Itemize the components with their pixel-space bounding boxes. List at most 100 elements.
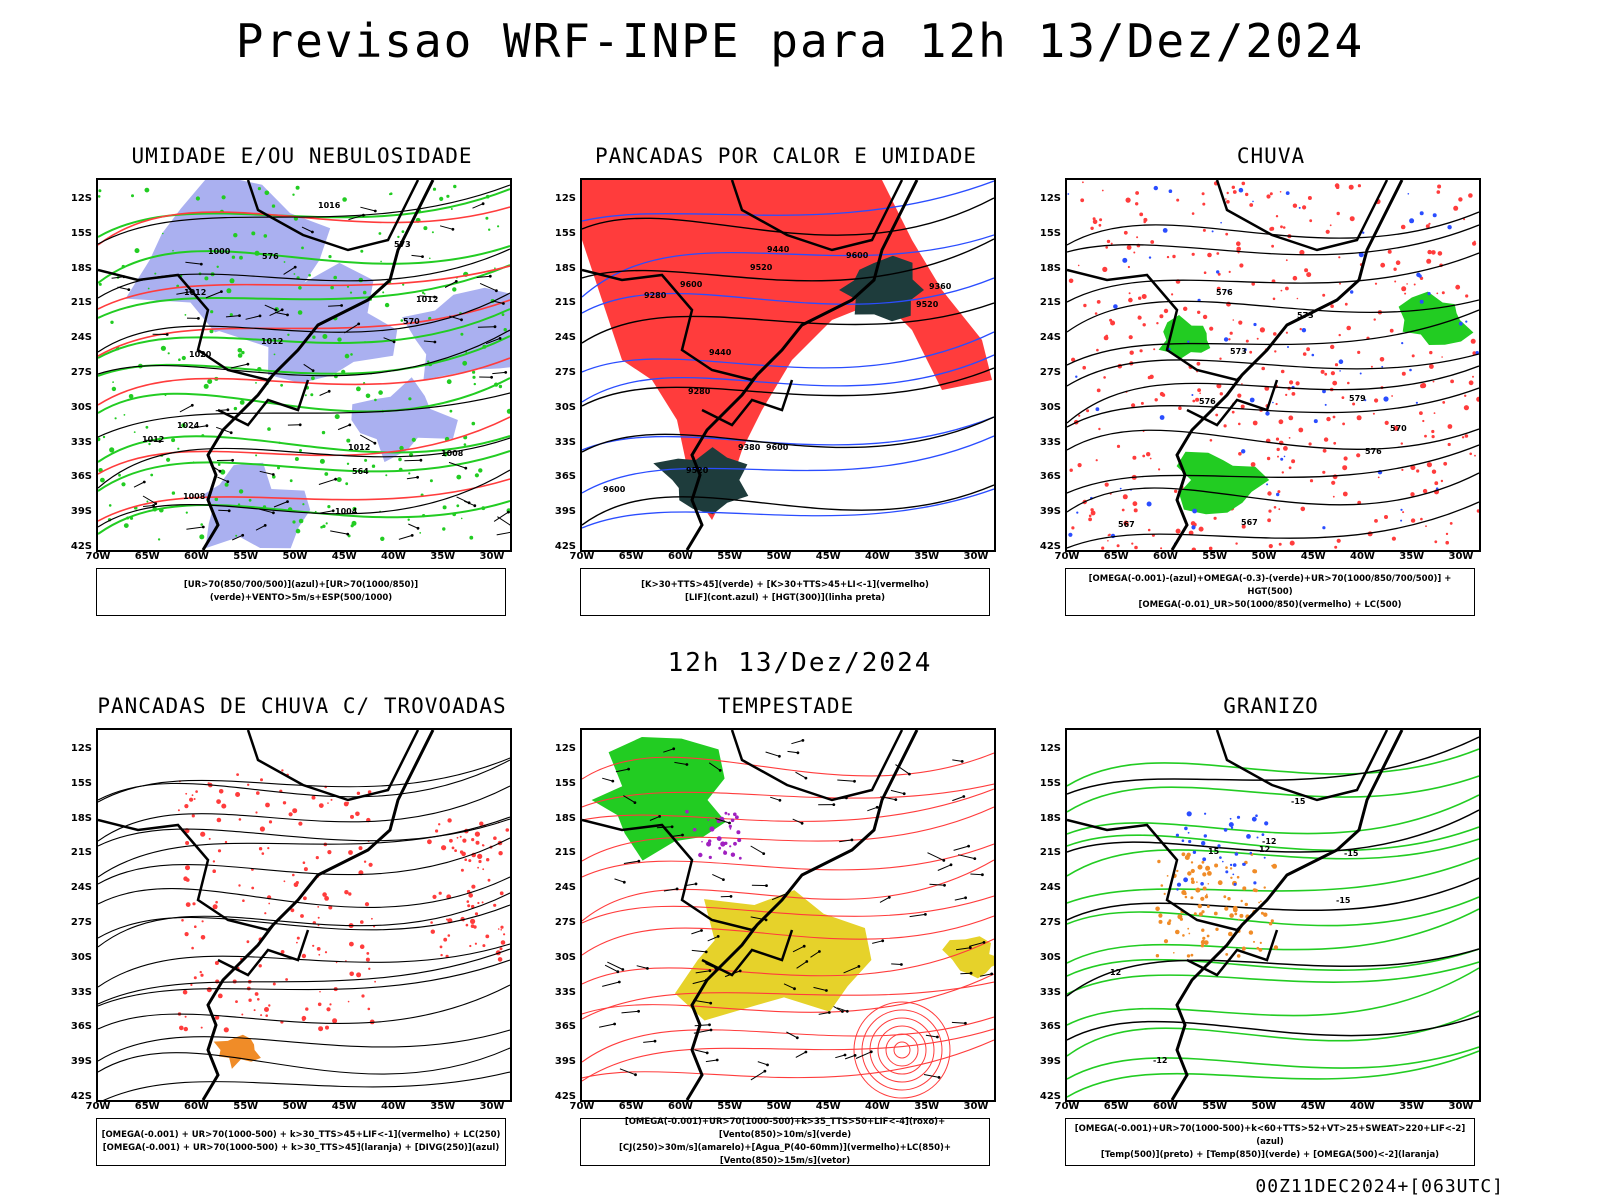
- storm-speck: [485, 934, 490, 939]
- hail-speck: [1242, 862, 1246, 866]
- storm-speck: [206, 987, 212, 993]
- rain-speck: [1342, 422, 1345, 426]
- shaded-area: [1158, 315, 1211, 359]
- longitude-label: 35W: [430, 1101, 456, 1112]
- rain-speck: [1280, 289, 1283, 292]
- rain-speck: [1422, 419, 1425, 423]
- rain-speck: [1338, 333, 1341, 337]
- rain-speck: [1101, 189, 1104, 192]
- storm-speck: [192, 902, 196, 906]
- humidity-speck: [224, 482, 229, 487]
- humidity-speck: [312, 335, 316, 339]
- rain-speck: [1429, 350, 1433, 355]
- humidity-speck: [322, 524, 326, 528]
- humidity-speck: [358, 277, 364, 283]
- humidity-speck: [463, 443, 467, 446]
- rain-speck: [1161, 393, 1166, 397]
- contour-label: 1004: [335, 507, 358, 516]
- hail-speck: [1264, 821, 1269, 826]
- humidity-speck: [501, 313, 505, 316]
- rain-speck: [1275, 402, 1278, 406]
- storm-speck: [329, 1003, 332, 1006]
- longitude-label: 70W: [569, 1101, 595, 1112]
- humidity-speck: [378, 390, 383, 395]
- wind-vector-head: [258, 314, 262, 318]
- rain-speck: [1215, 413, 1219, 417]
- latitude-label: 12S: [70, 193, 92, 204]
- wind-vector-head: [708, 1023, 711, 1027]
- humidity-speck: [346, 438, 351, 443]
- height-contour: [98, 357, 510, 406]
- temp850-contour: [1067, 1010, 1479, 1057]
- contour-label: 9360: [929, 282, 952, 291]
- longitude-label: 40W: [1350, 551, 1375, 562]
- wind-vector-head: [764, 918, 768, 922]
- storm-speck: [248, 998, 252, 1002]
- storm-speck: [360, 920, 364, 924]
- omega-speck: [1206, 905, 1210, 908]
- rain-speck: [1374, 282, 1378, 285]
- omega-speck: [1215, 927, 1219, 931]
- storm-speck: [468, 859, 472, 863]
- humidity-speck: [439, 196, 444, 201]
- storm-speck: [193, 976, 197, 980]
- rain-speck: [1298, 427, 1304, 433]
- height-contour: [582, 238, 994, 282]
- contour-label: 12: [1259, 845, 1270, 854]
- rain-speck: [1468, 193, 1473, 198]
- humidity-speck: [450, 208, 453, 210]
- wind-vector: [951, 1021, 966, 1024]
- humidity-speck: [360, 249, 364, 253]
- storm-speck: [260, 778, 263, 782]
- map-layers: 9600960096009520952096009520944094409380…: [582, 180, 994, 550]
- rain-speck: [1095, 459, 1098, 462]
- wind-vector-head: [853, 1054, 857, 1057]
- temp500-contour: [1067, 809, 1479, 853]
- omega-speck: [1175, 929, 1180, 935]
- rain-speck: [1474, 454, 1476, 457]
- omega-speck: [1381, 365, 1384, 368]
- precip-water-contour: [582, 938, 994, 985]
- rain-speck: [1447, 424, 1453, 429]
- storm-speck: [285, 978, 288, 981]
- humidity-speck: [333, 275, 337, 280]
- rain-speck: [1235, 542, 1238, 545]
- omega-speck: [1223, 337, 1229, 342]
- rain-speck: [1374, 398, 1379, 403]
- wind-vector: [952, 759, 963, 762]
- wind-vector: [225, 315, 240, 318]
- latitude-label: 42S: [70, 1091, 92, 1102]
- humidity-speck: [233, 406, 238, 411]
- wind-vector-head: [340, 304, 343, 307]
- shaded-area: [1398, 291, 1474, 345]
- rain-speck: [1088, 517, 1092, 522]
- latitude-label: 12S: [70, 743, 92, 754]
- humidity-speck: [98, 195, 101, 198]
- rain-speck: [1098, 223, 1102, 227]
- omega-speck: [1163, 939, 1169, 944]
- wind-vector: [464, 500, 475, 507]
- humidity-speck: [166, 457, 171, 462]
- rain-speck: [1266, 194, 1271, 199]
- omega-speck: [1259, 941, 1262, 944]
- humidity-speck: [385, 474, 388, 477]
- streamline: [98, 959, 510, 1007]
- humidity-speck: [295, 185, 300, 190]
- wind-vector: [929, 883, 945, 886]
- temp850-contour: [1067, 826, 1479, 852]
- humidity-speck: [294, 457, 299, 461]
- cyclone-contour: [893, 1041, 911, 1059]
- wind-vector-head: [804, 776, 808, 780]
- rain-speck: [1105, 246, 1108, 249]
- rain-speck: [1436, 292, 1439, 295]
- wind-vector: [179, 404, 193, 413]
- storm-speck: [265, 802, 270, 808]
- humidity-speck: [429, 257, 431, 260]
- border-line: [217, 379, 310, 427]
- omega-speck: [1195, 887, 1201, 893]
- wind-vector-head: [949, 863, 953, 867]
- humidity-speck: [398, 457, 402, 462]
- rain-speck: [1092, 219, 1098, 225]
- humidity-speck: [488, 228, 491, 231]
- wind-vector: [602, 777, 613, 782]
